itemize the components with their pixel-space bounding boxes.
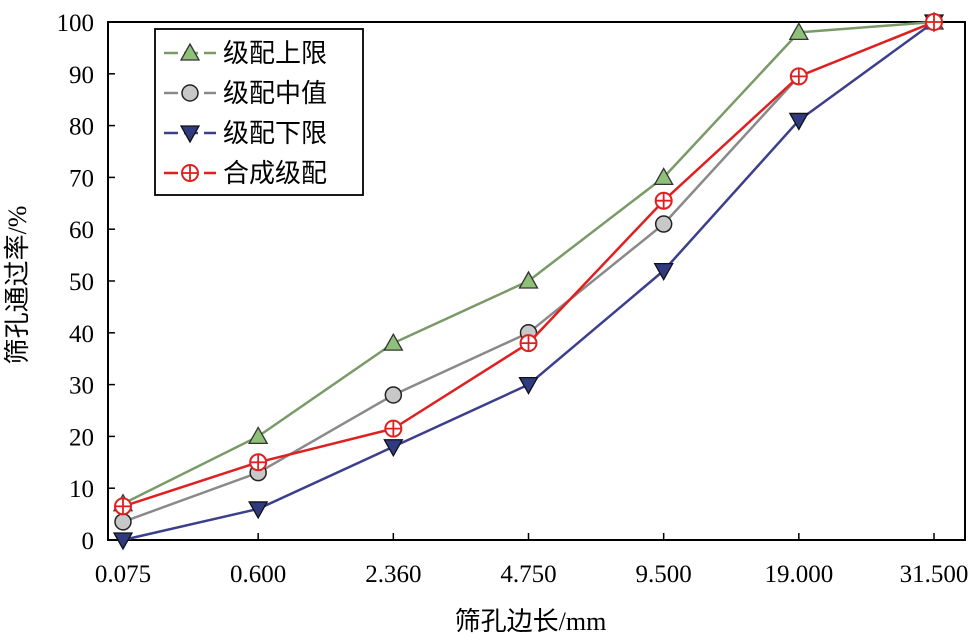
- data-point: [383, 332, 404, 351]
- legend-entry: 合成级配: [164, 159, 327, 188]
- y-tick-label: 100: [57, 10, 95, 37]
- x-tick-label: 19.000: [764, 561, 833, 588]
- y-tick-label: 10: [69, 476, 94, 503]
- y-tick-label: 40: [69, 321, 94, 348]
- y-tick-label: 70: [69, 165, 94, 192]
- x-tick-label: 9.500: [636, 561, 692, 588]
- data-point: [788, 112, 809, 131]
- x-tick-label: 0.075: [95, 561, 151, 588]
- legend-label: 合成级配: [223, 159, 327, 188]
- data-point: [653, 262, 674, 281]
- legend-label: 级配下限: [223, 119, 327, 148]
- data-point: [383, 439, 404, 458]
- series-4: [114, 13, 943, 516]
- data-point: [114, 513, 132, 531]
- data-point: [249, 453, 268, 472]
- data-point: [654, 215, 673, 233]
- y-tick-label: 20: [69, 424, 94, 451]
- x-tick-label: 4.750: [500, 561, 556, 588]
- x-tick-label: 31.500: [900, 561, 969, 588]
- x-tick-label: 2.360: [365, 561, 421, 588]
- data-point: [112, 532, 134, 551]
- legend-marker: [179, 42, 201, 61]
- data-point: [519, 334, 538, 353]
- data-point: [248, 501, 269, 520]
- x-tick-label: 0.600: [230, 561, 286, 588]
- data-point: [248, 426, 269, 445]
- y-tick-label: 50: [69, 269, 94, 296]
- data-point: [653, 167, 674, 186]
- data-point: [384, 419, 403, 438]
- y-tick-label: 0: [82, 528, 95, 555]
- legend-entry: 级配上限: [164, 39, 327, 68]
- legend-entry: 级配下限: [164, 119, 327, 148]
- y-tick-label: 60: [69, 217, 94, 244]
- legend-marker: [181, 164, 199, 182]
- y-axis-title: 筛孔通过率/%: [3, 206, 32, 365]
- legend-label: 级配上限: [223, 39, 327, 68]
- legend-marker: [179, 125, 201, 144]
- legend-label: 级配中值: [223, 79, 327, 108]
- y-axis-ticks: 0 10 20 30 40 50 60 70 80 90 100: [57, 10, 115, 555]
- data-point: [518, 376, 539, 395]
- data-point: [788, 22, 809, 41]
- data-point: [384, 386, 403, 404]
- y-tick-label: 80: [69, 114, 94, 141]
- x-axis-ticks: 0.075 0.600 2.360 4.750 9.500 19.000 31.500: [95, 533, 969, 588]
- data-point: [518, 270, 539, 289]
- x-axis-title: 筛孔边长/mm: [455, 607, 607, 636]
- data-point: [925, 13, 943, 31]
- y-tick-label: 90: [69, 62, 94, 89]
- data-point: [789, 67, 808, 86]
- data-point: [114, 497, 132, 516]
- legend-marker: [181, 84, 199, 102]
- series-layer: [112, 11, 945, 551]
- legend-entry: 级配中值: [164, 79, 327, 108]
- data-point: [654, 191, 673, 210]
- y-tick-label: 30: [69, 373, 94, 400]
